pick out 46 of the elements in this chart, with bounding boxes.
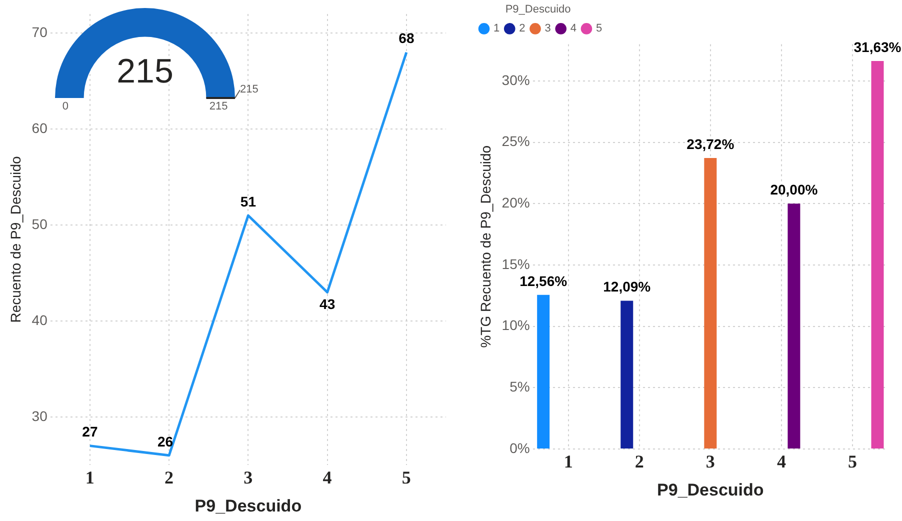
y-tick-label: 70 xyxy=(32,24,48,40)
x-tick-label: 3 xyxy=(244,467,253,488)
y-tick-label: 30 xyxy=(32,408,48,424)
data-label: 31,63% xyxy=(854,38,902,55)
x-tick-label: 2 xyxy=(634,451,644,472)
legend-label: 4 xyxy=(570,22,576,35)
data-label: 12,56% xyxy=(520,272,568,289)
data-label: 43 xyxy=(320,296,336,312)
y-tick-label: 0% xyxy=(510,440,530,456)
data-label: 23,72% xyxy=(686,136,735,152)
x-tick-label: 1 xyxy=(564,451,573,472)
x-axis-title: P9_Descuido xyxy=(194,496,302,516)
y-tick-label: 60 xyxy=(32,120,48,136)
data-label: 68 xyxy=(398,30,414,46)
annotation: 215 xyxy=(240,84,258,96)
y-tick-label: 25% xyxy=(502,133,530,150)
y-tick-label: 50 xyxy=(32,216,48,232)
y-tick-label: 40 xyxy=(32,312,48,328)
y-tick-label: 5% xyxy=(510,378,530,395)
data-label: 51 xyxy=(240,193,256,210)
y-axis-title: %TG Recuento de P9_Descuido xyxy=(477,145,494,348)
y-axis-title: Recuento de P9_Descuido xyxy=(7,156,24,323)
y-tick-label: 10% xyxy=(502,317,530,334)
x-tick-label: 5 xyxy=(402,467,411,488)
x-tick-label: 4 xyxy=(776,451,786,472)
y-tick-label: 15% xyxy=(502,256,530,272)
data-label: 12,09% xyxy=(603,278,652,295)
legend-label: 1 xyxy=(494,22,500,35)
y-tick-label: 20% xyxy=(502,194,530,211)
y-tick-label: 30% xyxy=(502,72,530,88)
legend-label: 5 xyxy=(596,22,602,35)
legend-label: 3 xyxy=(544,22,551,35)
x-tick-label: 3 xyxy=(706,451,715,472)
data-label: 26 xyxy=(157,433,174,450)
legend-label: 2 xyxy=(519,22,526,35)
x-tick-label: 5 xyxy=(848,451,857,472)
annotation: 215 xyxy=(209,100,228,113)
data-label: 20,00% xyxy=(770,182,818,198)
x-axis-title: P9_Descuido xyxy=(657,480,764,500)
legend-title: P9_Descuido xyxy=(505,4,571,16)
x-tick-label: 4 xyxy=(322,467,332,488)
annotation: 0 xyxy=(62,100,68,113)
data-label: 215 xyxy=(116,52,174,90)
x-tick-label: 2 xyxy=(164,467,174,488)
data-label: 27 xyxy=(82,424,98,440)
x-tick-label: 1 xyxy=(85,467,94,488)
